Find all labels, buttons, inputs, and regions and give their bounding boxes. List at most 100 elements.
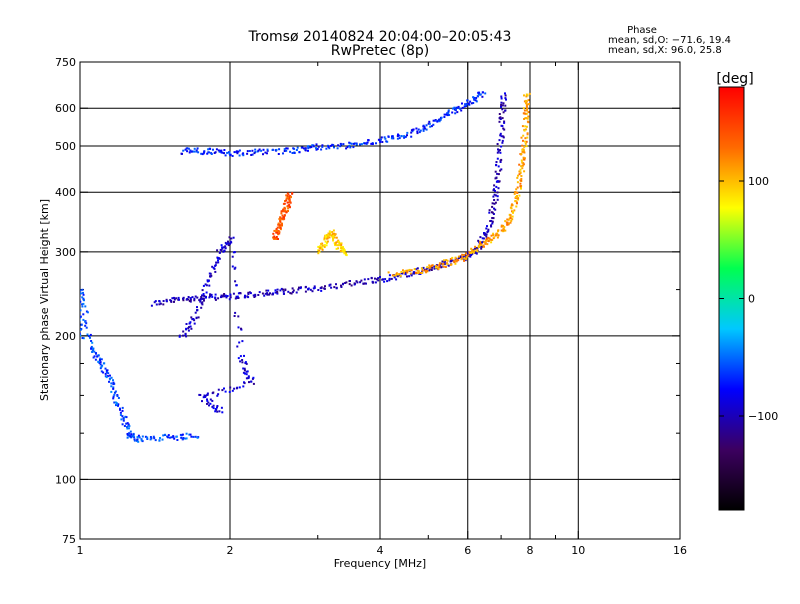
echo-point	[293, 152, 296, 154]
echo-point	[478, 91, 481, 94]
echo-point	[185, 327, 188, 330]
echo-point	[244, 372, 246, 375]
echo-point	[345, 254, 348, 257]
echo-point	[206, 393, 209, 396]
echo-point	[295, 149, 298, 151]
echo-point	[374, 281, 377, 284]
echo-point	[206, 152, 209, 155]
echo-point	[216, 249, 219, 252]
echo-point	[504, 104, 507, 107]
echo-point	[430, 125, 433, 128]
echo-point	[494, 189, 496, 192]
echo-point	[212, 407, 215, 410]
echo-point	[292, 147, 295, 150]
echo-point	[254, 148, 257, 151]
echo-point	[80, 289, 82, 292]
echo-point	[109, 378, 111, 381]
echo-point	[112, 395, 115, 398]
echo-point	[227, 244, 230, 247]
echo-point	[471, 249, 474, 252]
stats-heading: Phase	[627, 25, 657, 36]
echo-point	[112, 386, 115, 389]
echo-point	[503, 128, 506, 131]
echo-point	[514, 200, 517, 203]
echo-point	[492, 213, 495, 215]
echo-point	[105, 369, 108, 372]
echo-point	[342, 247, 345, 250]
echo-point	[214, 298, 217, 301]
echo-point	[227, 242, 230, 245]
echo-point	[522, 112, 525, 115]
echo-point	[525, 106, 528, 109]
echo-point	[188, 151, 191, 154]
echo-point	[232, 236, 235, 239]
echo-point	[498, 139, 501, 142]
echo-point	[209, 398, 212, 401]
echo-point	[468, 103, 471, 106]
echo-point	[123, 425, 126, 427]
echo-point	[81, 288, 84, 291]
echo-point	[511, 210, 513, 213]
echo-point	[427, 122, 430, 125]
echo-point	[500, 224, 503, 227]
echo-point	[496, 172, 499, 175]
echo-point	[526, 136, 529, 139]
echo-point	[288, 204, 291, 206]
echo-point	[495, 161, 498, 163]
echo-point	[214, 410, 217, 413]
echo-point	[499, 132, 502, 135]
echo-point	[207, 279, 210, 282]
echo-point	[375, 142, 377, 145]
echo-point	[239, 360, 242, 363]
echo-point	[467, 102, 470, 105]
colorbar-label: [deg]	[716, 71, 753, 87]
echo-point	[360, 279, 363, 282]
echo-point	[234, 266, 237, 269]
echo-point	[426, 266, 429, 269]
echo-point	[149, 436, 152, 438]
echo-point	[200, 152, 203, 155]
echo-point	[522, 107, 525, 110]
echo-point	[417, 270, 420, 273]
echo-point	[194, 311, 197, 314]
echo-point	[283, 202, 286, 205]
echo-point	[471, 251, 474, 253]
echo-point	[81, 296, 84, 299]
echo-point	[238, 154, 241, 157]
echo-point	[189, 298, 192, 301]
echo-point	[336, 244, 339, 247]
echo-point	[91, 349, 94, 352]
echo-point	[215, 148, 218, 151]
echo-point	[170, 436, 173, 439]
echo-point	[119, 408, 121, 411]
echo-point	[254, 295, 257, 298]
echo-point	[271, 149, 274, 151]
echo-point	[342, 283, 344, 286]
echo-point	[291, 291, 294, 294]
echo-point	[520, 165, 523, 168]
echo-point	[113, 401, 116, 404]
echo-point	[516, 202, 518, 205]
echo-point	[187, 329, 190, 332]
echo-point	[288, 197, 291, 199]
echo-point	[217, 388, 220, 391]
echo-point	[491, 217, 494, 219]
echo-point	[246, 150, 249, 153]
echo-point	[330, 286, 333, 289]
echo-point	[448, 114, 451, 116]
echo-point	[96, 355, 99, 358]
echo-point	[374, 277, 376, 280]
echo-point	[217, 393, 220, 396]
echo-point	[470, 102, 473, 105]
echo-point	[401, 272, 404, 275]
echo-point	[281, 214, 284, 217]
echo-point	[227, 240, 229, 243]
echo-point	[185, 432, 188, 435]
echo-point	[433, 267, 436, 270]
echo-point	[196, 436, 199, 439]
echo-point	[501, 139, 504, 142]
echo-point	[410, 274, 413, 277]
echo-point	[345, 147, 348, 150]
echo-point	[257, 149, 260, 152]
